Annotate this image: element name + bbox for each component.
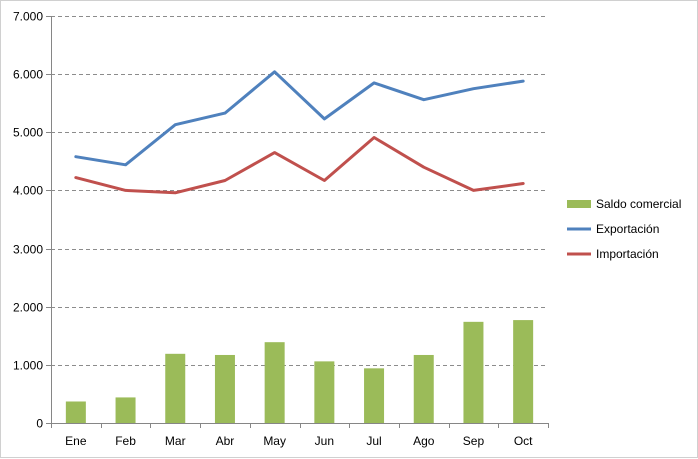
gridlines [51, 16, 548, 366]
x-tick-label-ago: Ago [413, 434, 435, 448]
x-tick-label-sep: Sep [463, 434, 485, 448]
y-tick-label-3: 3.000 [13, 243, 43, 257]
x-tick-label-feb: Feb [115, 434, 136, 448]
bar-saldo-comercial-jun [314, 361, 335, 423]
x-tick-label-jul: Jul [366, 434, 381, 448]
y-tick-labels: 0 1.000 2.000 3.000 4.000 5.000 6.000 7.000 [13, 10, 43, 431]
y-tick-label-6: 6.000 [13, 68, 43, 82]
line-series [74, 70, 525, 195]
x-tick-label-oct: Oct [514, 434, 533, 448]
x-tick-label-ene: Ene [65, 434, 87, 448]
legend-swatch-saldo-comercial [567, 200, 591, 208]
y-tick-label-2: 2.000 [13, 301, 43, 315]
x-tick-label-may: May [263, 434, 286, 448]
x-tick-label-jun: Jun [315, 434, 334, 448]
bar-saldo-comercial-abr [214, 354, 235, 423]
legend-label-exportacion: Exportación [596, 222, 659, 236]
bar-saldo-comercial-ago [413, 354, 434, 423]
legend-item-exportacion: Exportación [567, 222, 659, 236]
legend-item-saldo-comercial: Saldo comercial [567, 197, 681, 211]
legend-item-importacion: Importación [567, 247, 659, 261]
line-importacion [74, 136, 525, 195]
saldo-comercial-bars [65, 320, 534, 423]
legend-label-saldo-comercial: Saldo comercial [596, 197, 681, 211]
bar-saldo-comercial-sep [463, 321, 484, 423]
y-tick-label-1: 1.000 [13, 359, 43, 373]
legend: Saldo comercial Exportación Importación [567, 197, 681, 261]
x-tick-labels: Ene Feb Mar Abr May Jun Jul Ago Sep Oct [65, 434, 533, 448]
line-exportacion [74, 70, 525, 167]
bar-saldo-comercial-mar [165, 353, 186, 423]
bar-saldo-comercial-oct [513, 320, 534, 423]
y-tick-label-4: 4.000 [13, 184, 43, 198]
y-tick-label-7: 7.000 [13, 10, 43, 24]
bar-saldo-comercial-ene [65, 401, 86, 423]
x-tick-label-mar: Mar [165, 434, 186, 448]
bar-saldo-comercial-feb [115, 397, 136, 423]
legend-label-importacion: Importación [596, 247, 659, 261]
x-tick-label-abr: Abr [216, 434, 235, 448]
bar-saldo-comercial-may [264, 342, 285, 423]
y-tick-label-0: 0 [36, 417, 43, 431]
axes [46, 16, 549, 428]
bar-saldo-comercial-jul [364, 368, 385, 423]
y-tick-label-5: 5.000 [13, 126, 43, 140]
